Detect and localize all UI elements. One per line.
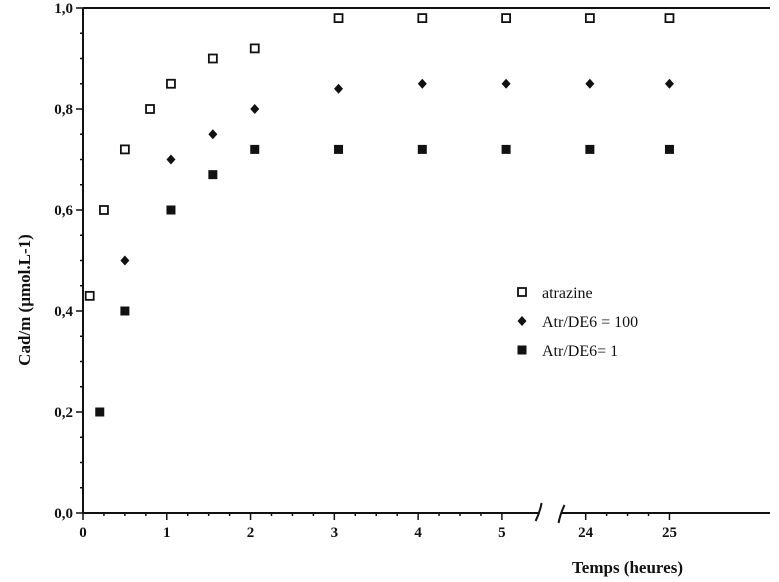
data-point-series-2 [501,78,511,89]
data-point-series-1 [417,13,428,24]
data-point-series-3 [166,205,176,215]
x-tick-label: 0 [79,525,87,541]
data-point-series-1 [99,205,109,215]
x-tick-label: 25 [662,525,677,541]
x-tick-label: 3 [331,525,339,541]
x-tick-label: 2 [247,525,255,541]
x-axis-title: Temps (heures) [572,558,683,577]
data-point-series-2 [664,78,674,89]
data-point-series-3 [664,144,674,154]
legend-marker-1 [517,287,527,297]
data-point-series-2 [250,104,260,114]
data-point-series-3 [417,144,427,154]
data-point-series-3 [334,144,344,154]
x-tick-label: 5 [498,525,506,541]
data-point-series-1 [333,13,344,24]
x-tick-label: 24 [578,525,594,541]
legend-marker-2 [517,316,527,326]
y-tick-label: 0,4 [54,304,73,320]
legend-label-1: atrazine [542,285,593,302]
data-point-series-1 [119,144,130,155]
y-tick-label: 0,2 [54,405,73,421]
x-tick-label: 4 [414,525,422,541]
data-point-series-2 [120,255,130,266]
data-point-series-3 [501,144,511,154]
data-point-series-1 [664,13,675,24]
data-point-series-1 [145,104,155,114]
y-tick-label: 1,0 [54,1,73,17]
data-point-series-1 [84,290,95,301]
data-point-series-3 [208,170,218,180]
y-tick-label: 0,8 [54,102,73,118]
x-tick-label: 1 [163,525,171,541]
data-point-series-3 [120,306,130,316]
data-point-series-2 [417,78,427,89]
data-point-series-1 [501,13,511,24]
data-point-series-3 [250,144,260,154]
ticks: 0,0 0,2 0,4 0,6 0,8 1,0 0 1 2 3 4 5 24 25 [54,1,677,541]
legend: atrazine Atr/DE6 = 100 Atr/DE6= 1 [517,285,638,360]
data-points [84,13,675,417]
data-point-series-2 [585,78,595,89]
data-point-series-2 [166,154,176,165]
y-axis-title: Cad/m (µmol.L-1) [15,234,34,366]
data-point-series-3 [585,144,595,154]
y-tick-label: 0,0 [54,506,73,522]
y-tick-label: 0,6 [54,203,73,219]
data-point-series-1 [166,78,176,89]
data-point-series-1 [249,43,260,54]
legend-label-2: Atr/DE6 = 100 [542,314,638,331]
data-point-series-1 [584,13,595,24]
data-point-series-3 [95,407,105,417]
axis-break-mark-right [557,504,566,524]
data-point-series-1 [207,53,218,64]
legend-label-3: Atr/DE6= 1 [542,343,618,360]
axis-break-mark-left [534,502,543,522]
legend-marker-3 [517,345,527,355]
data-point-series-2 [334,83,344,94]
data-point-series-2 [208,129,218,140]
